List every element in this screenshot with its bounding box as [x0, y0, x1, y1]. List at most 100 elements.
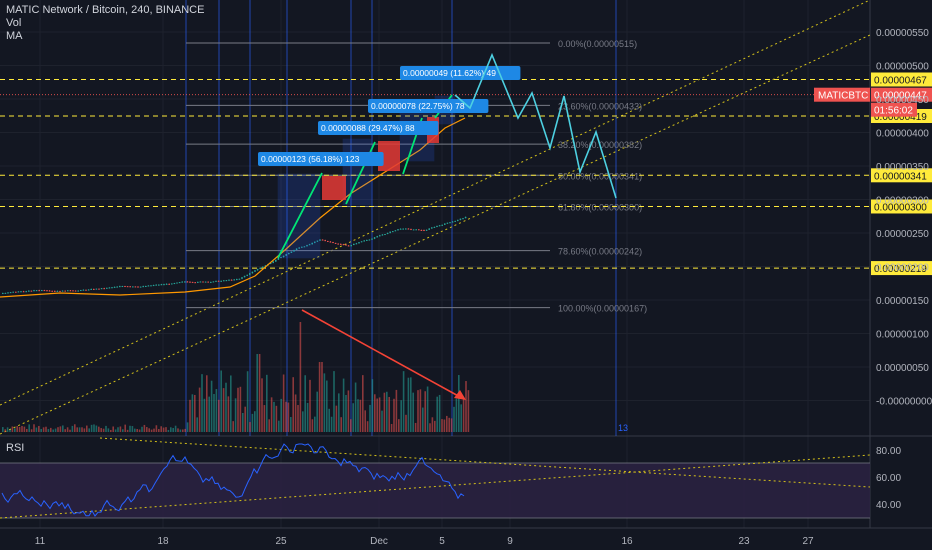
candle-body [69, 290, 72, 292]
volume-bar [90, 424, 93, 432]
volume-bar [136, 428, 138, 432]
candle-body [204, 281, 207, 283]
volume-bar [215, 389, 218, 432]
volume-bar [86, 425, 88, 432]
volume-bar [66, 427, 69, 432]
volume-bar [28, 424, 30, 432]
candle-body [288, 252, 290, 255]
chart-header: MATIC Network / Bitcoin, 240, BINANCE Vo… [6, 4, 204, 43]
candle-body [210, 281, 212, 283]
volume-bar [338, 393, 340, 432]
volume-bar [38, 425, 40, 432]
candle-body [150, 285, 152, 287]
rsi-line [1, 443, 465, 517]
countdown-text: 01:56:02 [874, 106, 913, 117]
candle-body [464, 216, 467, 219]
volume-bar [350, 419, 352, 432]
volume-bar [383, 392, 386, 432]
volume-bar [158, 429, 160, 432]
rsi-indicator-label[interactable]: RSI [6, 442, 25, 454]
gain-label-text: 0.00000049 (11.62%) 49 [403, 68, 496, 78]
volume-bar [345, 394, 347, 432]
candle-body [168, 283, 170, 285]
volume-bar [222, 388, 225, 432]
volume-bar [460, 404, 462, 432]
price-axis-label: 0.00000050 [876, 363, 929, 374]
volume-bar [198, 387, 201, 432]
candle-body [353, 243, 355, 246]
candle-body [95, 288, 98, 290]
candle-body [126, 286, 129, 288]
candle-body [381, 234, 384, 236]
volume-bar [230, 375, 232, 432]
volume-bar [359, 399, 362, 432]
candle-body [176, 282, 178, 284]
volume-bar [194, 394, 196, 432]
candle-body [215, 280, 217, 282]
candle-body [111, 287, 113, 289]
projected-price-path [454, 52, 617, 199]
candle-body [379, 235, 381, 237]
volume-bar [102, 428, 105, 432]
volume-bar [251, 413, 254, 432]
level-price-tag [871, 168, 932, 183]
volume-bar [114, 429, 117, 432]
volume-bar [62, 425, 64, 432]
candle-body [243, 275, 246, 278]
candle-body [285, 254, 287, 256]
volume-bar [426, 386, 429, 432]
candle-body [160, 284, 163, 286]
volume-bar [244, 406, 246, 432]
candle-body [425, 229, 428, 231]
ma-indicator-label[interactable]: MA [6, 30, 23, 42]
candle-body [124, 286, 126, 288]
level-price-text: 0.00000419 [874, 112, 927, 123]
candle-body [373, 237, 376, 239]
candle-body [25, 291, 27, 293]
candle-body [116, 286, 118, 288]
candle-body [454, 220, 456, 222]
volume-bar [314, 416, 316, 432]
candle-body [191, 281, 194, 283]
volume-indicator-label[interactable]: Vol [6, 17, 22, 29]
candle-body [233, 279, 235, 281]
gain-measure-box [342, 138, 372, 206]
candle-body [230, 279, 233, 281]
current-price-tag [871, 87, 932, 102]
candle-body [147, 285, 150, 287]
candle-body [308, 244, 311, 246]
fib-level-label: 23.60%(0.00000433) [558, 101, 642, 111]
candle-body [33, 290, 35, 292]
rsi-band [0, 463, 870, 518]
volume-bar [453, 406, 455, 432]
candle-body [334, 242, 337, 244]
volume-bar [71, 425, 74, 432]
pullback-box [322, 176, 346, 200]
volume-bar [357, 399, 359, 432]
candle-body [119, 286, 121, 288]
candle-body [223, 280, 225, 282]
candle-body [405, 228, 407, 230]
volume-bar [52, 429, 54, 432]
candle-body [392, 231, 394, 233]
candle-body [295, 248, 298, 250]
candle-body [420, 229, 423, 231]
candle-body [342, 244, 345, 246]
volume-bar [256, 354, 258, 432]
volume-bar [206, 375, 208, 432]
volume-bar [150, 429, 153, 432]
level-price-tag [871, 199, 932, 214]
time-axis-label: 5 [439, 536, 445, 547]
volume-bar [9, 429, 11, 432]
candle-body [9, 292, 12, 294]
volume-bar [261, 378, 263, 432]
candle-body [46, 290, 48, 292]
volume-bar [93, 424, 95, 432]
volume-bar [393, 398, 395, 432]
volume-bar [282, 374, 285, 432]
volume-bar [179, 429, 182, 432]
volume-decline-arrow [301, 309, 463, 399]
time-axis-label: 25 [275, 536, 287, 547]
candle-body [207, 281, 209, 283]
